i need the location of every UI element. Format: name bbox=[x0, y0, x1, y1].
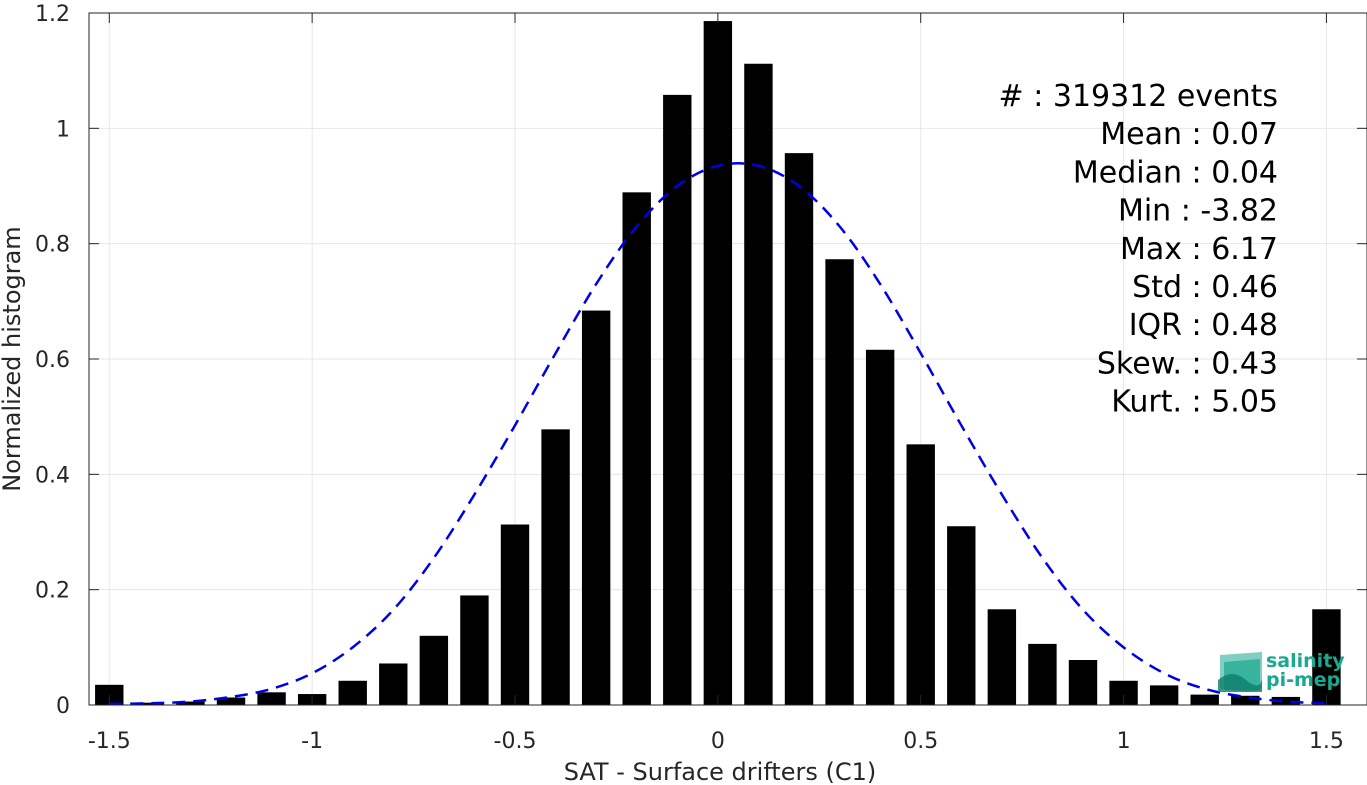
stat-line: Median : 0.04 bbox=[1073, 155, 1278, 190]
histogram-bar bbox=[663, 94, 692, 706]
histogram-bar bbox=[379, 663, 408, 705]
histogram-bar bbox=[784, 153, 814, 705]
histogram-bar bbox=[541, 429, 570, 705]
stat-line: Min : -3.82 bbox=[1118, 194, 1278, 229]
stat-line: IQR : 0.48 bbox=[1129, 308, 1278, 343]
y-tick-labels: 0 0.2 0.4 0.6 0.8 1 1.2 bbox=[35, 2, 70, 719]
histogram-bar bbox=[95, 684, 124, 705]
histogram-bar bbox=[865, 349, 895, 705]
histogram-bar bbox=[825, 259, 854, 705]
y-tick-label: 0.4 bbox=[35, 463, 70, 488]
y-axis-title: Normalized histogram bbox=[0, 226, 26, 491]
histogram-bar bbox=[460, 595, 489, 705]
histogram-bar bbox=[703, 21, 733, 705]
histogram-bar bbox=[500, 524, 530, 705]
histogram-bar bbox=[1271, 696, 1301, 705]
wave-logo-icon bbox=[1218, 652, 1262, 692]
x-tick-label: 0 bbox=[711, 729, 725, 754]
x-tick-labels: -1.5 -1 -0.5 0 0.5 1 1.5 bbox=[88, 729, 1344, 754]
stat-line: Std : 0.46 bbox=[1132, 270, 1278, 305]
salinity-pi-mep-logo: salinity pi-mep bbox=[1218, 650, 1345, 692]
x-tick-label: -1 bbox=[301, 729, 323, 754]
logo-text-salinity: salinity bbox=[1266, 650, 1345, 672]
histogram-bar bbox=[581, 310, 611, 705]
histogram-bar bbox=[176, 701, 205, 705]
histogram-bar bbox=[947, 526, 976, 705]
stat-line: Mean : 0.07 bbox=[1100, 117, 1278, 152]
logo-text-pi-mep: pi-mep bbox=[1266, 669, 1340, 691]
x-axis-title: SAT - Surface drifters (C1) bbox=[564, 758, 877, 785]
stat-line: # : 319312 events bbox=[999, 79, 1278, 114]
y-tick-label: 1 bbox=[56, 117, 70, 142]
histogram-bar bbox=[1028, 643, 1057, 705]
histogram-bar bbox=[987, 609, 1017, 705]
x-tick-label: 1.5 bbox=[1309, 729, 1344, 754]
stat-line: Max : 6.17 bbox=[1120, 232, 1278, 267]
y-tick-label: 0.2 bbox=[35, 579, 70, 604]
histogram-bar bbox=[744, 63, 773, 706]
histogram-bar bbox=[1068, 660, 1098, 705]
histogram-bar bbox=[1149, 685, 1179, 705]
histogram-bar bbox=[622, 192, 651, 706]
histogram-bar bbox=[1190, 694, 1219, 705]
stat-line: Kurt. : 5.05 bbox=[1111, 385, 1278, 420]
x-tick-label: -0.5 bbox=[494, 729, 537, 754]
histogram-bar bbox=[906, 444, 935, 705]
y-tick-label: 1.2 bbox=[35, 2, 70, 27]
histogram-bar bbox=[135, 702, 165, 705]
histogram-bar bbox=[419, 635, 449, 705]
y-tick-label: 0.6 bbox=[35, 348, 70, 373]
gaussian-fit-curve bbox=[109, 162, 1327, 706]
axis-ticks bbox=[89, 12, 1367, 706]
x-tick-label: 0.5 bbox=[903, 729, 938, 754]
y-tick-label: 0.8 bbox=[35, 233, 70, 258]
x-tick-label: 1 bbox=[1117, 729, 1131, 754]
x-tick-label: -1.5 bbox=[88, 729, 131, 754]
histogram-bar bbox=[338, 680, 367, 705]
bars bbox=[95, 21, 1341, 706]
y-tick-label: 0 bbox=[56, 694, 70, 719]
histogram-bar bbox=[216, 697, 246, 705]
histogram-bar bbox=[1231, 695, 1260, 705]
stat-line: Skew. : 0.43 bbox=[1097, 346, 1278, 381]
histogram-bar bbox=[1312, 609, 1341, 705]
histogram-bar bbox=[257, 692, 286, 705]
